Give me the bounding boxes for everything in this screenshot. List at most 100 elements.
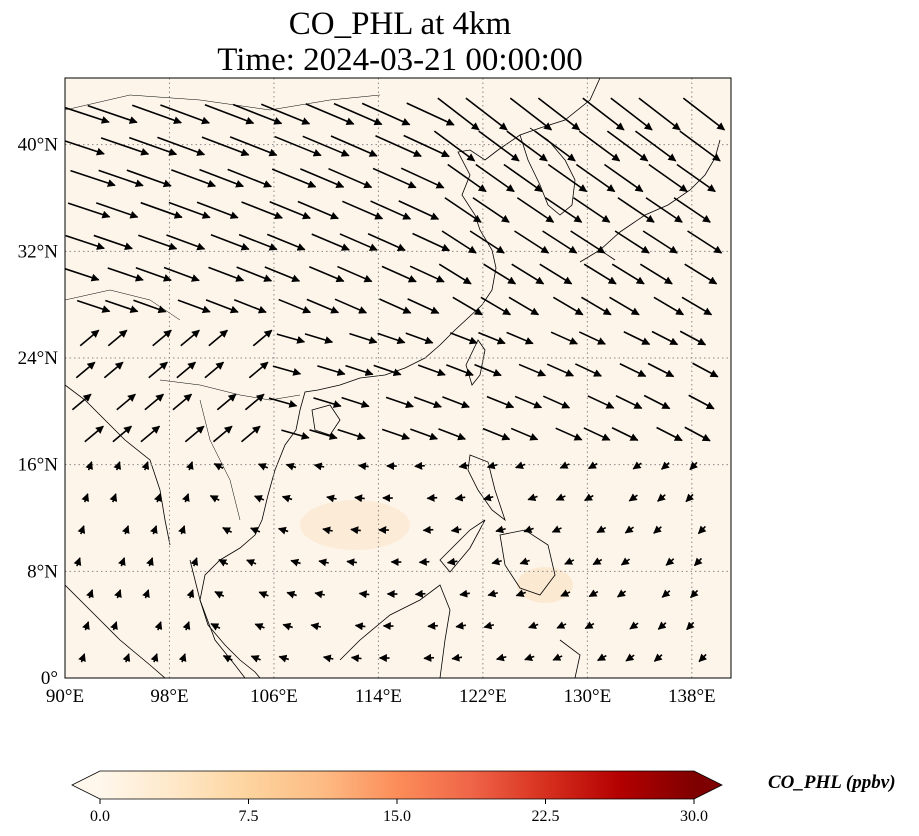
wind-vector-arrow (141, 461, 150, 471)
wind-vector-arrow (199, 168, 245, 188)
wind-vector-arrow (610, 97, 653, 131)
wind-vector-arrow (645, 197, 683, 223)
wind-vector-arrow (93, 234, 133, 251)
wind-vector-arrow (236, 266, 273, 282)
wind-vector-arrow (304, 333, 334, 344)
wind-vector-arrow (250, 527, 261, 535)
wind-vector-arrow (186, 589, 195, 599)
wind-vector-arrow (370, 200, 412, 220)
wind-vector-arrow (381, 428, 411, 441)
wind-vector-arrow (583, 427, 611, 441)
wind-vector-arrow (409, 265, 445, 283)
wind-vector-arrow (681, 296, 713, 316)
wind-vector-arrow (506, 331, 534, 345)
latitude-tick-label: 16°N (18, 455, 59, 476)
wind-vector-arrow (214, 591, 225, 599)
wind-vector-arrow (661, 461, 670, 470)
wind-vector-arrow (673, 197, 711, 223)
map-gridlines (65, 78, 731, 678)
wind-vector-arrow (584, 493, 594, 502)
wind-vector-arrow (405, 332, 434, 345)
wind-vector-arrow (152, 329, 172, 347)
wind-vector-arrow (121, 525, 130, 535)
wind-vector-arrow (311, 233, 350, 251)
wind-vector-arrow (537, 97, 581, 131)
wind-vector-arrow (300, 168, 345, 188)
colorbar-extend-min (72, 771, 100, 799)
wind-vector-arrow (597, 653, 607, 662)
wind-vector-arrow (377, 332, 406, 345)
wind-vector-arrow (486, 395, 515, 409)
wind-vector-arrow (385, 396, 414, 409)
wind-vector-arrow (278, 298, 312, 314)
longitude-tick-label: 106°E (250, 686, 298, 707)
wind-vector-arrow (71, 393, 92, 411)
wind-vector-arrow (407, 298, 440, 314)
wind-vector-arrow (269, 201, 311, 220)
wind-vector-arrow (516, 197, 555, 223)
wind-vector-arrow (114, 589, 122, 599)
wind-vector-arrow (77, 525, 86, 535)
wind-vector-arrow (140, 201, 183, 219)
map-frame (64, 77, 732, 679)
colorbar-tick-label: 15.0 (383, 808, 411, 825)
wind-vector-arrow (587, 461, 598, 470)
wind-vector-arrow (297, 200, 339, 220)
wind-vector-arrow (438, 263, 472, 285)
wind-vector-arrow (414, 461, 425, 470)
map-time-subtitle: Time: 2024-03-21 00:00:00 (217, 42, 583, 78)
bay-of-bengal-coastline (65, 384, 171, 546)
wind-vector-arrow (665, 557, 675, 566)
wind-vector-arrow (302, 135, 350, 157)
wind-vector-arrow (116, 393, 136, 411)
wind-vector-arrow (616, 589, 627, 598)
wind-vector-arrow (452, 296, 483, 316)
wind-vector-arrow (178, 525, 186, 535)
wind-vector-arrow (277, 526, 289, 535)
wind-vector-arrow (100, 137, 150, 156)
wind-vector-arrow (86, 589, 94, 599)
wind-vector-arrow (78, 653, 86, 663)
wind-vector-arrow (454, 493, 466, 502)
wind-vector-arrow (113, 461, 122, 471)
wind-vector-arrow (587, 395, 615, 409)
wind-vector-arrow (474, 363, 502, 377)
wind-vector-arrow (688, 394, 715, 410)
wind-vector-arrow (379, 298, 412, 314)
wind-vector-arrow (305, 103, 355, 125)
wind-vector-arrow (313, 462, 325, 471)
wind-vector-arrow (154, 621, 163, 631)
wind-vector-arrow (157, 136, 206, 156)
wind-vector-arrow (254, 623, 265, 631)
wind-vector-arrow (222, 655, 233, 663)
wind-vector-arrow (342, 200, 384, 220)
wind-vector-arrow (67, 202, 111, 219)
colorbar-tick-label: 22.5 (532, 808, 560, 825)
wind-vector-arrow (542, 230, 578, 254)
wind-vector-arrow (510, 427, 539, 441)
wind-vector-arrow (661, 589, 671, 598)
wind-vector-arrow (210, 234, 250, 251)
wind-vector-arrow (281, 494, 293, 503)
wind-vector-arrow (444, 197, 482, 223)
colorbar: 0.0 7.5 15.0 22.5 30.0 CO_PHL (ppbv) (71, 770, 896, 825)
wind-vector-arrow (417, 364, 446, 377)
wind-vector-arrow (337, 265, 373, 283)
wind-vector-arrow (624, 525, 634, 534)
wind-vector-arrow (575, 163, 616, 193)
wind-vector-arrow (450, 525, 462, 534)
wind-vector-arrow (625, 653, 635, 662)
wind-vector-arrow (216, 393, 237, 411)
wind-vector-arrow (112, 425, 133, 443)
wind-vector-arrow (559, 461, 570, 469)
wind-vector-arrow (686, 621, 695, 631)
map-panel[interactable] (57, 77, 732, 679)
wind-vector-arrow (358, 462, 369, 471)
wind-vector-arrow (446, 557, 458, 566)
latitude-tick-labels: 0° 8°N 16°N 24°N 32°N 40°N (18, 135, 59, 689)
wind-vector-arrow (534, 130, 576, 162)
wind-vector-arrow (138, 234, 178, 251)
wind-vector-arrow (190, 557, 199, 567)
longitude-tick-label: 114°E (355, 686, 402, 707)
